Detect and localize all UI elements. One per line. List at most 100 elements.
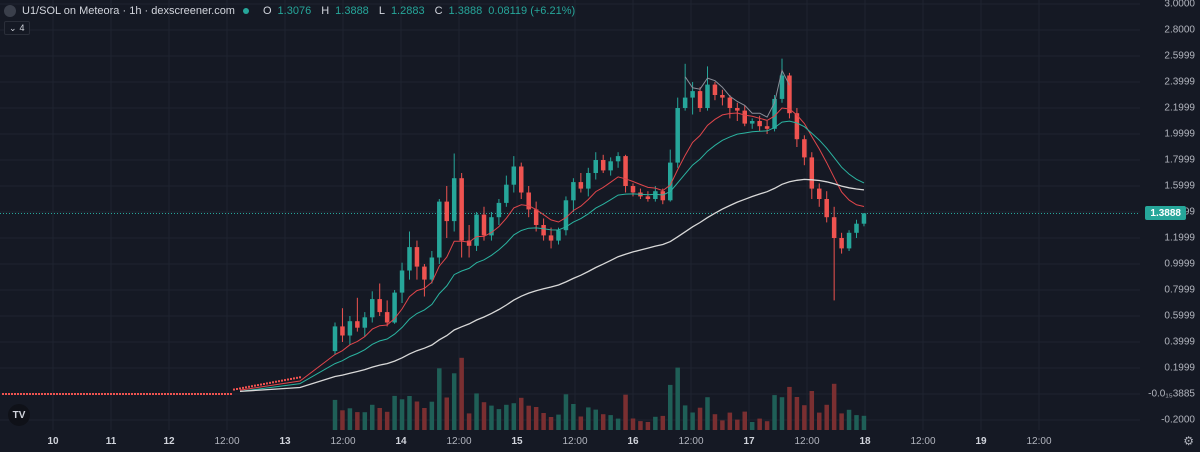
time-axis-label: 12 (163, 436, 175, 447)
candle-body (645, 196, 651, 199)
candle-body (861, 213, 867, 224)
candle-body (407, 247, 412, 271)
token-logo-icon (4, 5, 16, 17)
candle-body (675, 108, 680, 163)
candle-body (20, 393, 22, 395)
volume-bar (548, 417, 554, 430)
candle-body (668, 162, 673, 201)
volume-bar (764, 421, 770, 430)
open-label: O (262, 5, 272, 17)
candle-body (266, 382, 268, 385)
volume-bar (623, 394, 628, 430)
symbol-title[interactable]: U1/SOL on Meteora · 1h · dexscreener.com (22, 5, 235, 17)
volume-bar (779, 397, 785, 430)
volume-bar (586, 407, 591, 430)
candle-body (38, 393, 40, 395)
volume-bar (772, 395, 777, 430)
candle-body (563, 200, 569, 231)
candle-body (122, 393, 124, 395)
candle-body (221, 393, 223, 395)
candle-body (32, 393, 34, 395)
volume-bar (638, 421, 643, 430)
candle-body (26, 393, 28, 395)
tradingview-logo-icon[interactable]: TV (8, 404, 30, 426)
gear-icon[interactable]: ⚙ (1183, 434, 1194, 448)
candle-body (227, 393, 229, 395)
volume-bar (809, 391, 815, 430)
candle-body (104, 393, 106, 395)
candle-body (218, 393, 220, 395)
volume-bar (355, 412, 360, 430)
candle-body (242, 386, 244, 389)
candle-body (188, 393, 190, 395)
candle-body (245, 386, 247, 389)
candle-body (203, 393, 205, 395)
candle-body (224, 393, 226, 395)
candle-body (191, 393, 193, 395)
candle-body (284, 379, 286, 382)
price-axis-label: -0.0₁₅3885 (1148, 388, 1195, 400)
candle-body (281, 379, 283, 382)
candle-body (630, 186, 636, 193)
last-price-tag: 1.3888 (1145, 206, 1186, 220)
candle-body (8, 393, 10, 395)
candle-body (62, 393, 64, 395)
candle-body (134, 393, 136, 395)
time-axis-label: 14 (395, 436, 407, 447)
candle-body (362, 317, 368, 328)
candle-body (489, 217, 494, 236)
indicators-toggle-button[interactable]: ⌄ 4 (4, 21, 30, 35)
indicator-count: 4 (19, 23, 25, 33)
volume-bar (533, 407, 539, 430)
volume-bar (653, 416, 658, 430)
volume-bar (742, 411, 747, 430)
candle-body (206, 393, 208, 395)
candle-body (802, 139, 807, 158)
candle-body (474, 214, 479, 246)
volume-bar (399, 399, 405, 430)
candle-body (230, 393, 232, 395)
ma-highlow-line (684, 68, 790, 118)
candle-body (71, 393, 73, 395)
candle-body (712, 84, 718, 95)
volume-bar (407, 396, 412, 430)
candle-body (623, 156, 628, 186)
price-axis-label: 1.5999 (1164, 180, 1195, 192)
candle-body (384, 312, 390, 323)
candle-body (173, 393, 175, 395)
volume-bar (831, 383, 837, 430)
candle-body (101, 393, 103, 395)
candle-body (200, 393, 202, 395)
volume-bar (496, 409, 502, 430)
volume-bar (615, 418, 621, 430)
price-axis-label: 1.7999 (1164, 154, 1195, 166)
candle-body (290, 377, 292, 380)
candle-body (53, 393, 55, 395)
ma-mid-line (239, 120, 865, 392)
volume-bar (645, 422, 651, 430)
time-axis-label: 12:00 (1026, 436, 1052, 447)
candle-body (779, 75, 785, 99)
candle-body (80, 393, 82, 395)
candle-body (541, 225, 546, 236)
volume-bar (571, 404, 576, 430)
volume-bar (660, 415, 666, 430)
candle-body (496, 202, 502, 218)
candle-body (14, 393, 16, 395)
volume-bar (787, 386, 792, 430)
volume-bar (675, 367, 680, 430)
chart-legend: U1/SOL on Meteora · 1h · dexscreener.com… (4, 3, 575, 19)
candle-body (794, 113, 800, 140)
candle-body (146, 393, 148, 395)
volume-bar (727, 412, 733, 430)
time-axis-label: 12:00 (330, 436, 356, 447)
volume-bar (526, 405, 531, 430)
price-axis-label: 2.3999 (1164, 76, 1195, 88)
candle-body (846, 232, 852, 249)
change-value: 0.08119 (+6.21%) (488, 5, 576, 17)
ma-slow-line (239, 178, 865, 393)
volume-bar (824, 404, 829, 430)
candle-body (92, 393, 94, 395)
